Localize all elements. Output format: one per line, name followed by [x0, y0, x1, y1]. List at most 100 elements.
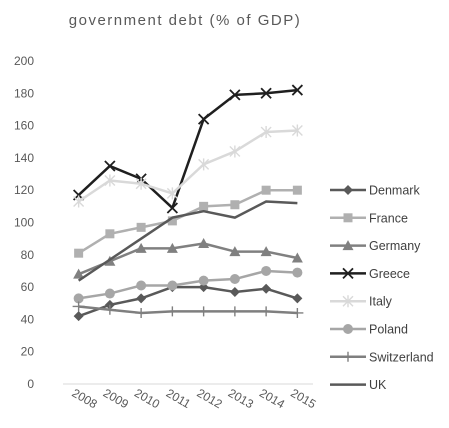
data-point-greece — [104, 160, 116, 172]
data-point-greece — [166, 202, 179, 214]
data-point-poland — [136, 280, 147, 291]
plot-area — [72, 84, 304, 322]
data-point-switzerland — [103, 304, 116, 315]
data-point-italy — [260, 126, 272, 139]
data-point-france — [230, 200, 240, 210]
data-point-poland — [261, 265, 272, 276]
legend: Denmark France Germany Greece Italy Poland Swi… — [330, 184, 434, 392]
data-point-denmark — [73, 311, 84, 322]
series-switzerland — [72, 301, 304, 318]
legend-label: Poland — [369, 323, 408, 337]
x-tick-label: 2015 — [288, 386, 318, 412]
y-tick-label: 60 — [21, 280, 35, 294]
y-tick-label: 80 — [21, 248, 35, 262]
data-point-germany — [166, 242, 178, 253]
data-point-germany — [73, 268, 85, 279]
data-point-greece — [229, 89, 241, 101]
legend-marker — [343, 185, 353, 195]
series-italy — [73, 124, 303, 208]
x-tick-label: 2009 — [101, 386, 131, 412]
data-point-italy — [229, 145, 241, 158]
data-point-france — [292, 185, 302, 195]
y-tick-label: 200 — [14, 54, 34, 68]
chart-title: government debt (% of GDP) — [69, 12, 301, 29]
data-point-switzerland — [260, 306, 273, 317]
data-point-germany — [260, 246, 272, 257]
data-point-poland — [229, 274, 240, 285]
y-tick-label: 120 — [14, 183, 34, 197]
legend-label: Greece — [369, 267, 410, 281]
data-point-france — [136, 222, 146, 232]
data-point-germany — [229, 246, 241, 257]
data-point-switzerland — [166, 306, 179, 317]
data-point-france — [199, 201, 209, 211]
data-point-poland — [73, 293, 84, 304]
legend-marker — [342, 295, 354, 308]
x-tick-label: 2013 — [226, 386, 256, 412]
data-point-switzerland — [291, 307, 304, 318]
legend-item-uk: UK — [330, 378, 387, 392]
legend-marker — [342, 240, 354, 251]
x-axis: 2008 2009 2010 2011 2012 2013 2014 2015 — [70, 386, 319, 412]
series-line-germany — [78, 242, 298, 276]
y-tick-label: 20 — [21, 345, 35, 359]
data-point-greece — [291, 84, 304, 96]
legend-item-switzerland: Switzerland — [330, 350, 434, 364]
data-point-germany — [198, 237, 210, 248]
series-line-france — [77, 188, 298, 255]
data-point-germany — [135, 242, 147, 253]
data-point-greece — [260, 87, 272, 99]
data-point-france — [167, 216, 177, 226]
data-point-denmark — [229, 286, 240, 297]
data-point-denmark — [292, 293, 303, 304]
data-point-france — [105, 229, 115, 239]
data-point-france — [261, 185, 271, 195]
legend-marker — [343, 213, 353, 223]
data-point-italy — [73, 195, 85, 208]
data-point-italy — [291, 124, 303, 137]
legend-item-france: France — [330, 211, 408, 225]
data-point-greece — [197, 113, 210, 125]
series-denmark — [73, 282, 303, 322]
data-point-france — [74, 248, 84, 258]
data-point-poland — [292, 267, 303, 278]
legend-label: France — [369, 211, 408, 225]
legend-label: Italy — [369, 295, 393, 309]
data-point-italy — [135, 177, 147, 190]
series-uk — [77, 200, 298, 282]
y-axis: 0 20 40 60 80 100 120 140 160 180 200 — [14, 54, 34, 391]
y-tick-label: 0 — [27, 377, 34, 391]
series-line-uk — [77, 200, 298, 282]
data-point-switzerland — [228, 306, 241, 317]
legend-item-denmark: Denmark — [330, 184, 420, 198]
x-tick-label: 2014 — [257, 386, 287, 412]
x-tick-label: 2011 — [164, 386, 194, 411]
data-point-denmark — [261, 283, 272, 294]
y-tick-label: 40 — [21, 312, 35, 326]
data-point-denmark — [136, 293, 147, 304]
legend-marker — [342, 267, 354, 280]
series-line-italy — [77, 129, 298, 203]
legend-item-greece: Greece — [330, 267, 410, 281]
legend-item-poland: Poland — [330, 323, 408, 337]
data-point-germany — [291, 252, 303, 263]
data-point-switzerland — [135, 307, 148, 318]
legend-item-italy: Italy — [330, 295, 393, 309]
legend-marker — [342, 351, 354, 362]
data-point-poland — [198, 275, 209, 286]
y-tick-label: 180 — [14, 86, 34, 100]
y-tick-label: 140 — [14, 151, 34, 165]
series-poland — [73, 265, 303, 304]
data-point-poland — [104, 288, 115, 299]
legend-label: Germany — [369, 239, 421, 253]
legend-label: UK — [369, 378, 387, 392]
series-line-poland — [78, 269, 298, 300]
series-line-greece — [77, 88, 298, 210]
y-tick-label: 100 — [14, 216, 34, 230]
x-tick-label: 2012 — [195, 386, 225, 412]
data-point-italy — [104, 174, 116, 187]
data-point-italy — [166, 187, 178, 200]
series-line-denmark — [78, 285, 298, 318]
data-point-italy — [198, 158, 210, 171]
